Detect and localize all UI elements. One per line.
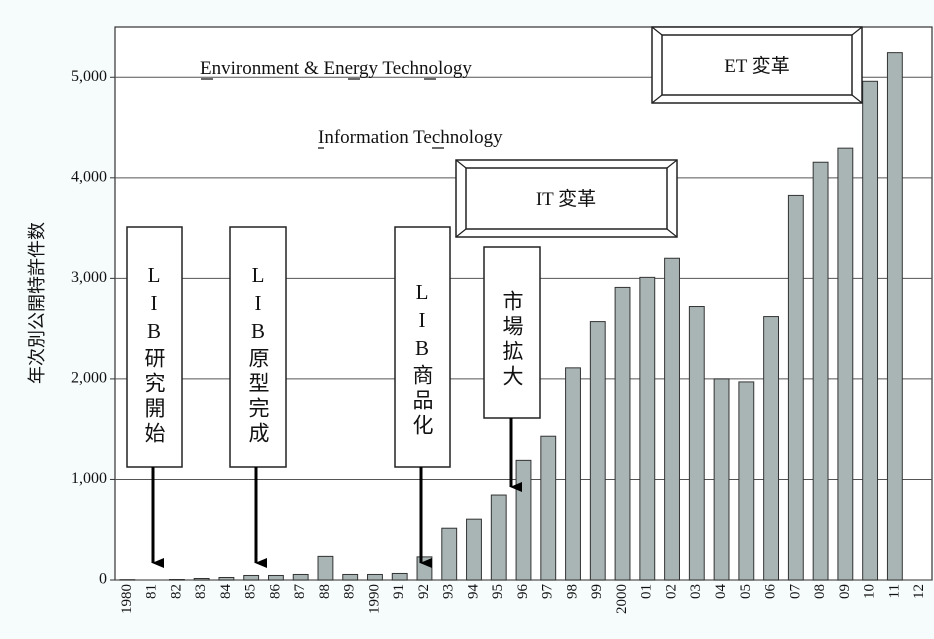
annotation: LIB商品化 xyxy=(410,280,434,439)
bar xyxy=(515,459,532,581)
bar xyxy=(367,573,383,581)
x-tick-label: 85 xyxy=(243,584,259,599)
bar xyxy=(267,574,284,581)
bar xyxy=(862,80,879,581)
y-tick-label: 3,000 xyxy=(71,269,107,286)
note-box xyxy=(229,226,287,468)
x-tick-label: 04 xyxy=(713,584,729,600)
bevel xyxy=(455,159,678,238)
x-tick-label: 1980 xyxy=(119,584,135,614)
bar xyxy=(342,573,359,581)
annotation: Information Technology xyxy=(318,127,503,148)
y-tick-label: 0 xyxy=(99,571,107,588)
y-tick-label: 5,000 xyxy=(71,68,107,85)
x-tick-label: 2000 xyxy=(614,584,630,614)
bar xyxy=(292,573,309,581)
note-box xyxy=(483,246,541,419)
bar xyxy=(763,316,780,581)
bar xyxy=(589,321,606,581)
bar xyxy=(565,367,581,581)
annotation: IT 変革 xyxy=(536,188,596,210)
x-tick-label: 87 xyxy=(292,584,308,600)
bar xyxy=(193,577,210,581)
x-tick-label: 99 xyxy=(589,584,605,599)
x-tick-label: 12 xyxy=(911,584,927,599)
bevel xyxy=(651,26,863,104)
bar xyxy=(738,381,755,581)
x-tick-label: 84 xyxy=(218,584,234,600)
annotation: 市場拡大 xyxy=(500,290,524,390)
x-tick-label: 01 xyxy=(639,584,655,599)
bar xyxy=(218,576,235,581)
bar xyxy=(391,572,408,581)
initial-underline xyxy=(201,78,444,149)
bar xyxy=(837,147,854,581)
x-tick-label: 91 xyxy=(391,584,407,599)
y-tick-label: 1,000 xyxy=(71,470,107,487)
bar xyxy=(614,286,631,581)
annotation: ET 変革 xyxy=(724,55,790,77)
y-axis-label: 年次別公開特許件数 xyxy=(27,222,48,384)
annotation: LIB原型完成 xyxy=(246,263,270,447)
x-tick-label: 86 xyxy=(267,584,283,600)
note-box xyxy=(126,226,183,468)
bar xyxy=(466,518,482,581)
x-tick-label: 1990 xyxy=(366,584,382,614)
bar xyxy=(168,578,185,581)
et-box-inner xyxy=(661,34,853,96)
bar xyxy=(812,161,829,581)
x-tick-label: 81 xyxy=(144,584,160,599)
bar xyxy=(886,52,903,581)
x-tick-label: 05 xyxy=(738,584,754,599)
x-tick-label: 95 xyxy=(490,584,506,599)
bar xyxy=(540,435,557,581)
x-tick-label: 83 xyxy=(193,584,209,599)
annotation: Environment & Energy Technology xyxy=(200,58,472,79)
bar xyxy=(490,494,507,581)
x-tick-label: 07 xyxy=(787,584,803,600)
bar xyxy=(639,276,656,581)
bar xyxy=(787,194,804,581)
it-box-inner xyxy=(465,167,668,230)
x-tick-label: 82 xyxy=(168,584,184,599)
x-tick-label: 98 xyxy=(564,584,580,599)
x-tick-label: 06 xyxy=(763,584,779,600)
x-tick-label: 94 xyxy=(465,584,481,600)
x-tick-label: 93 xyxy=(441,584,457,599)
bar xyxy=(416,556,433,581)
x-tick-label: 97 xyxy=(540,584,556,600)
bar xyxy=(688,306,705,581)
bar xyxy=(664,257,680,581)
x-tick-label: 11 xyxy=(886,584,902,598)
annotation: LIB研究開始 xyxy=(142,263,166,447)
x-tick-label: 92 xyxy=(416,584,432,599)
x-tick-label: 03 xyxy=(688,584,704,599)
bar xyxy=(713,378,730,581)
x-tick-label: 08 xyxy=(812,584,828,599)
x-tick-label: 02 xyxy=(663,584,679,599)
y-tick-label: 2,000 xyxy=(71,370,107,387)
bar xyxy=(441,527,458,581)
x-tick-label: 88 xyxy=(317,584,333,599)
x-tick-label: 96 xyxy=(515,584,531,600)
x-tick-label: 09 xyxy=(837,584,853,599)
bar xyxy=(243,574,260,581)
bar xyxy=(317,555,334,581)
x-tick-label: 89 xyxy=(342,584,358,599)
x-tick-label: 10 xyxy=(862,584,878,599)
y-tick-label: 4,000 xyxy=(71,168,107,185)
note-box xyxy=(394,226,451,468)
